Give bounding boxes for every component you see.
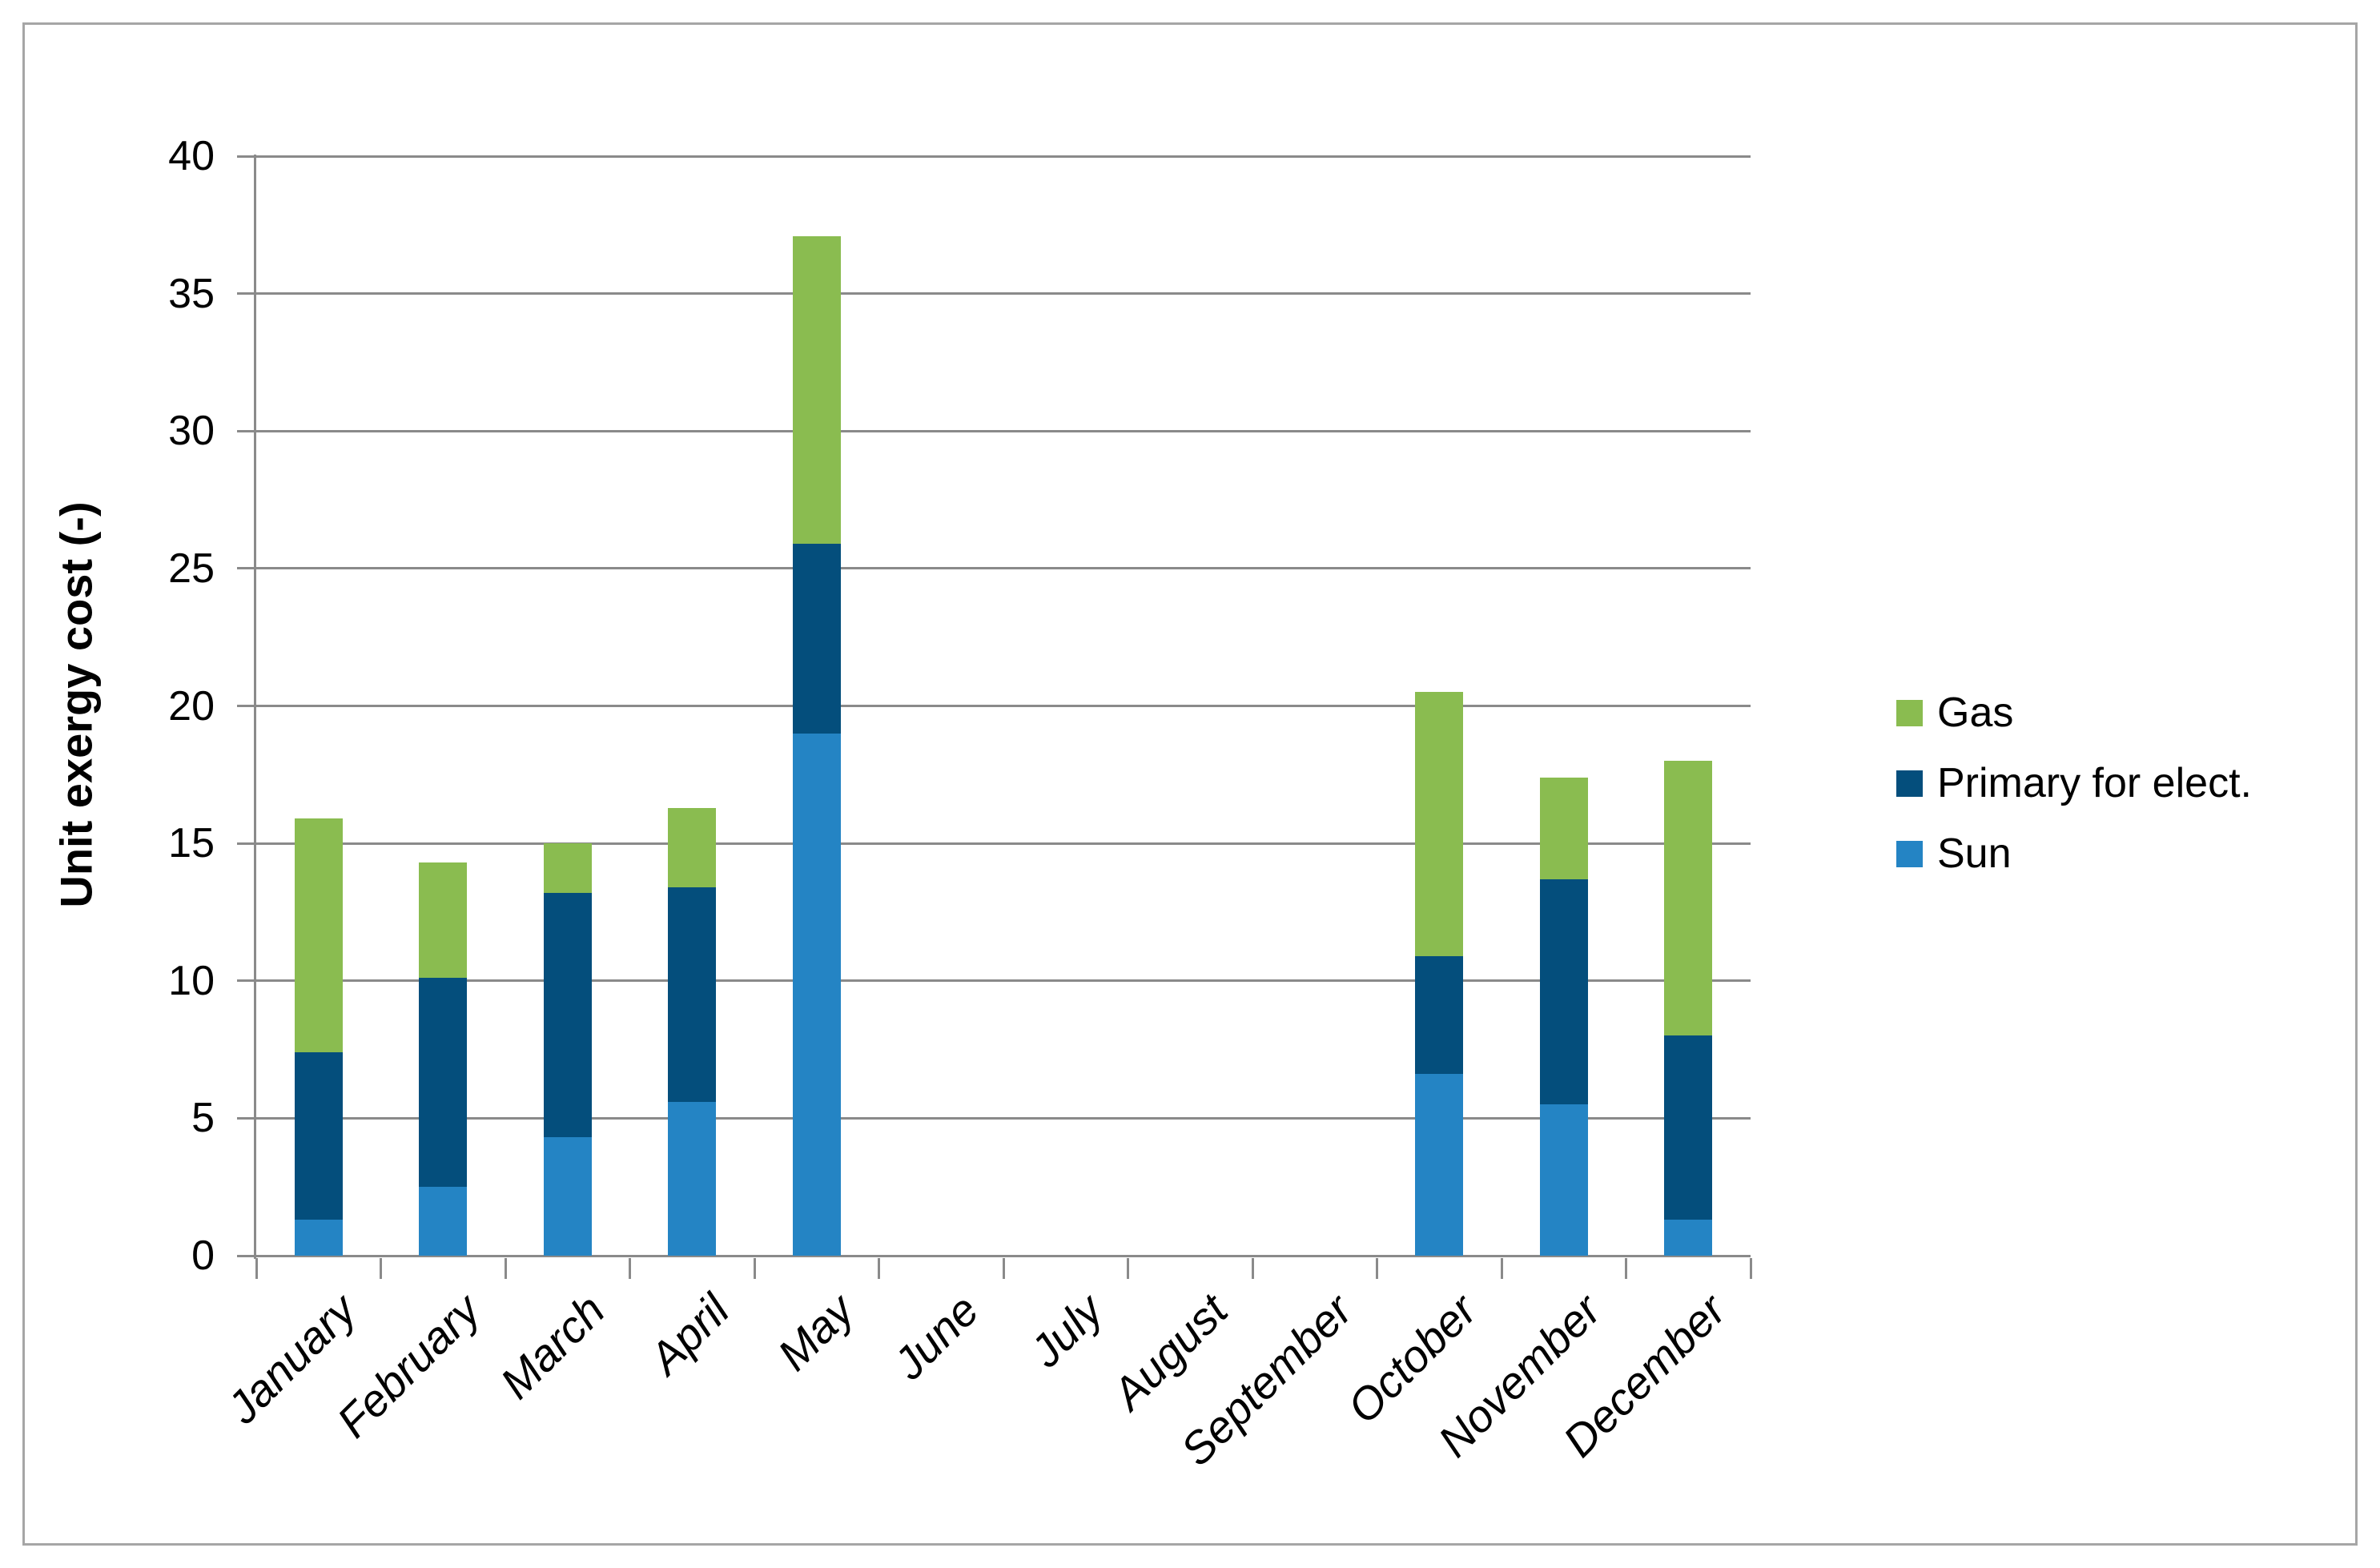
x-axis-tick-10 xyxy=(1500,1258,1503,1279)
y-tick-label-25: 25 xyxy=(168,545,215,592)
x-axis-tick-11 xyxy=(1625,1258,1627,1279)
x-axis-tick-0 xyxy=(255,1258,258,1279)
y-axis-tick-20 xyxy=(237,705,256,707)
bar-segment-primary-for-elect-march xyxy=(543,892,592,1138)
bar-segment-primary-for-elect-november xyxy=(1539,878,1588,1105)
legend-item-gas: Gas xyxy=(1896,692,2252,734)
x-axis-tick-12 xyxy=(1749,1258,1752,1279)
bar-segment-primary-for-elect-february xyxy=(419,978,468,1188)
legend-swatch-primary-for-elect xyxy=(1896,770,1923,797)
gridline-35 xyxy=(256,292,1751,296)
legend-item-sun: Sun xyxy=(1896,833,2252,874)
bar-segment-gas-march xyxy=(543,843,592,893)
legend: Gas Primary for elect. Sun xyxy=(1896,692,2252,874)
x-axis-tick-1 xyxy=(380,1258,382,1279)
legend-item-primary-for-elect: Primary for elect. xyxy=(1896,762,2252,804)
x-axis-line xyxy=(256,1254,1751,1257)
x-tick-label-may: May xyxy=(767,1284,864,1381)
gridline-30 xyxy=(256,429,1751,432)
y-tick-label-10: 10 xyxy=(168,957,215,1004)
legend-swatch-gas xyxy=(1896,699,1923,726)
x-axis-tick-6 xyxy=(1002,1258,1005,1279)
gridline-20 xyxy=(256,705,1751,707)
x-tick-label-march: March xyxy=(490,1284,615,1409)
bar-segment-sun-november xyxy=(1539,1104,1588,1256)
bar-segment-primary-for-elect-may xyxy=(792,543,841,734)
bar-segment-gas-december xyxy=(1664,761,1713,1036)
bar-segment-gas-november xyxy=(1539,777,1588,879)
x-tick-label-april: April xyxy=(639,1284,739,1384)
y-axis-tick-5 xyxy=(237,1116,256,1120)
y-axis-tick-35 xyxy=(237,292,256,296)
bar-segment-primary-for-elect-december xyxy=(1664,1035,1713,1220)
gridline-10 xyxy=(256,979,1751,983)
bar-segment-sun-february xyxy=(419,1187,468,1256)
bar-segment-gas-february xyxy=(419,862,468,979)
bar-segment-gas-january xyxy=(294,818,343,1052)
y-axis-tick-10 xyxy=(237,979,256,983)
legend-swatch-sun xyxy=(1896,840,1923,867)
y-tick-label-15: 15 xyxy=(168,820,215,867)
y-tick-label-0: 0 xyxy=(191,1232,215,1279)
x-tick-label-july: July xyxy=(1020,1284,1113,1377)
bar-segment-sun-may xyxy=(792,733,841,1256)
y-axis-tick-25 xyxy=(237,567,256,570)
x-axis-tick-7 xyxy=(1127,1258,1129,1279)
bar-segment-gas-may xyxy=(792,235,841,544)
x-axis-tick-5 xyxy=(878,1258,880,1279)
bar-segment-primary-for-elect-january xyxy=(294,1051,343,1220)
y-tick-label-35: 35 xyxy=(168,270,215,317)
gridline-40 xyxy=(256,155,1751,158)
y-axis-tick-15 xyxy=(237,842,256,845)
y-tick-label-5: 5 xyxy=(191,1095,215,1142)
x-axis-tick-2 xyxy=(504,1258,507,1279)
bar-segment-sun-march xyxy=(543,1137,592,1256)
x-axis-tick-9 xyxy=(1376,1258,1378,1279)
y-axis-line xyxy=(254,155,256,1259)
bar-segment-sun-december xyxy=(1664,1220,1713,1256)
y-axis-tick-30 xyxy=(237,429,256,432)
bar-segment-sun-april xyxy=(668,1101,717,1256)
bar-segment-sun-january xyxy=(294,1220,343,1256)
y-tick-label-40: 40 xyxy=(168,133,215,179)
gridline-15 xyxy=(256,842,1751,845)
bar-segment-sun-october xyxy=(1415,1074,1464,1256)
gridline-5 xyxy=(256,1116,1751,1120)
bar-segment-gas-october xyxy=(1415,692,1464,956)
x-axis-tick-4 xyxy=(753,1258,756,1279)
gridline-25 xyxy=(256,567,1751,570)
legend-label-gas: Gas xyxy=(1937,690,2014,736)
x-axis-tick-3 xyxy=(629,1258,631,1279)
figure-border xyxy=(22,22,2358,1546)
bar-segment-primary-for-elect-april xyxy=(668,887,717,1102)
bar-segment-gas-april xyxy=(668,807,717,888)
y-tick-label-20: 20 xyxy=(168,682,215,730)
bar-segment-primary-for-elect-october xyxy=(1415,955,1464,1075)
x-tick-label-june: June xyxy=(883,1284,988,1389)
y-axis-tick-40 xyxy=(237,155,256,158)
y-tick-label-30: 30 xyxy=(168,408,215,455)
legend-label-sun: Sun xyxy=(1937,830,2012,877)
y-axis-tick-0 xyxy=(237,1254,256,1257)
legend-label-primary-for-elect: Primary for elect. xyxy=(1937,760,2252,806)
x-axis-tick-8 xyxy=(1251,1258,1254,1279)
